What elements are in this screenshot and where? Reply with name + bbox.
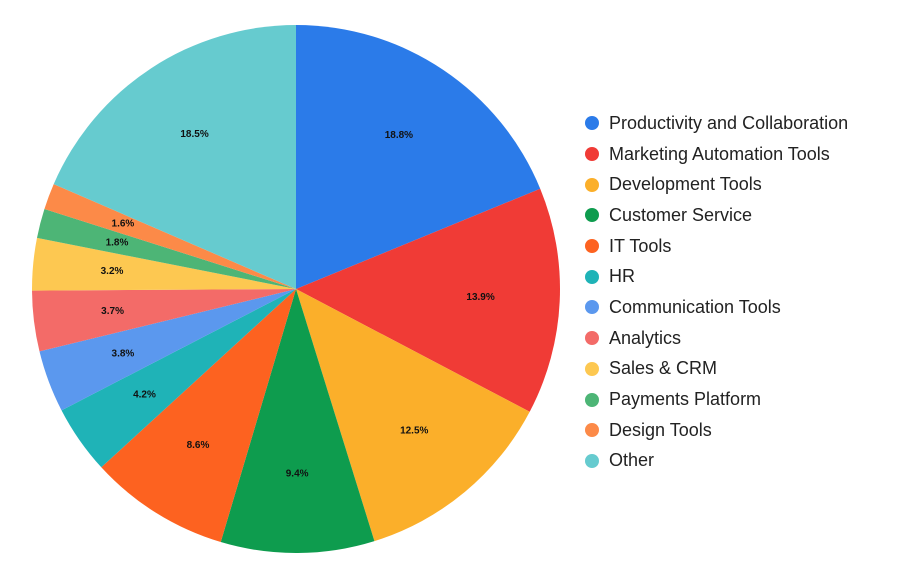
pie-slice xyxy=(44,184,296,289)
pie-slice-label: 4.2% xyxy=(133,389,156,400)
legend-swatch-icon xyxy=(585,147,599,162)
legend-swatch-icon xyxy=(585,453,599,468)
pie-slice-labels: 18.8% 13.9% 12.5% 9.4% 8.6% 4.2% 3.8% 3.7% 3.2% 1… xyxy=(101,129,495,479)
legend-label: HR xyxy=(609,266,635,287)
legend-swatch-icon xyxy=(585,361,599,376)
legend-swatch-icon xyxy=(585,300,599,315)
legend-item: Other xyxy=(585,446,848,477)
pie-slice-label: 1.6% xyxy=(112,219,135,230)
pie-slice-label: 8.6% xyxy=(187,440,210,451)
legend-label: Communication Tools xyxy=(609,296,781,317)
legend-label: Customer Service xyxy=(609,204,753,225)
pie-slice xyxy=(101,289,296,543)
legend-item: Marketing Automation Tools xyxy=(585,139,848,170)
pie-slice-label: 3.7% xyxy=(101,306,124,317)
legend-label: Sales & CRM xyxy=(609,358,718,379)
pie-slice-label: 12.5% xyxy=(400,426,428,437)
legend-label: Productivity and Collaboration xyxy=(609,112,849,133)
legend-item: IT Tools xyxy=(585,231,848,262)
legend-label: Other xyxy=(609,450,655,471)
pie-slice xyxy=(32,289,296,352)
legend-label: Marketing Automation Tools xyxy=(609,143,830,164)
legend-item: Design Tools xyxy=(585,415,848,446)
legend-item: Customer Service xyxy=(585,200,848,231)
legend-item: Development Tools xyxy=(585,169,848,200)
pie-slice-label: 9.4% xyxy=(286,468,309,479)
pie-slice-label: 18.8% xyxy=(385,130,413,141)
legend-item: Payments Platform xyxy=(585,384,848,415)
pie-slice-label: 1.8% xyxy=(106,238,129,249)
legend-item: Analytics xyxy=(585,323,848,354)
pie-slice xyxy=(32,237,296,291)
legend-label: Analytics xyxy=(609,327,682,348)
pie-slice xyxy=(53,25,296,289)
pie-slice-label: 3.2% xyxy=(101,266,124,277)
pie-slices xyxy=(32,25,561,553)
pie-slice-label: 3.8% xyxy=(112,348,135,359)
legend-item: Sales & CRM xyxy=(585,354,848,385)
chart-legend: Productivity and Collaboration Marketing … xyxy=(585,108,848,476)
legend-swatch-icon xyxy=(585,208,599,223)
legend-item: Communication Tools xyxy=(585,292,848,323)
pie-slice xyxy=(296,289,530,542)
pie-slice xyxy=(61,289,296,468)
legend-swatch-icon xyxy=(585,331,599,346)
pie-slice-label: 13.9% xyxy=(466,292,494,303)
legend-label: Payments Platform xyxy=(609,389,762,410)
legend-swatch-icon xyxy=(585,423,599,438)
legend-swatch-icon xyxy=(585,239,599,254)
pie-slice xyxy=(296,188,561,412)
legend-swatch-icon xyxy=(585,116,599,131)
legend-swatch-icon xyxy=(585,177,599,192)
pie-slice xyxy=(220,289,375,553)
legend-swatch-icon xyxy=(585,392,599,407)
pie-slice xyxy=(36,208,297,289)
legend-item: HR xyxy=(585,261,848,292)
pie-slice xyxy=(39,289,296,411)
legend-item: Productivity and Collaboration xyxy=(585,108,848,139)
legend-swatch-icon xyxy=(585,269,599,284)
legend-label: IT Tools xyxy=(609,235,672,256)
legend-label: Design Tools xyxy=(609,419,712,440)
legend-label: Development Tools xyxy=(609,174,762,195)
pie-slice-label: 18.5% xyxy=(180,129,208,140)
pie-slice xyxy=(296,25,541,289)
